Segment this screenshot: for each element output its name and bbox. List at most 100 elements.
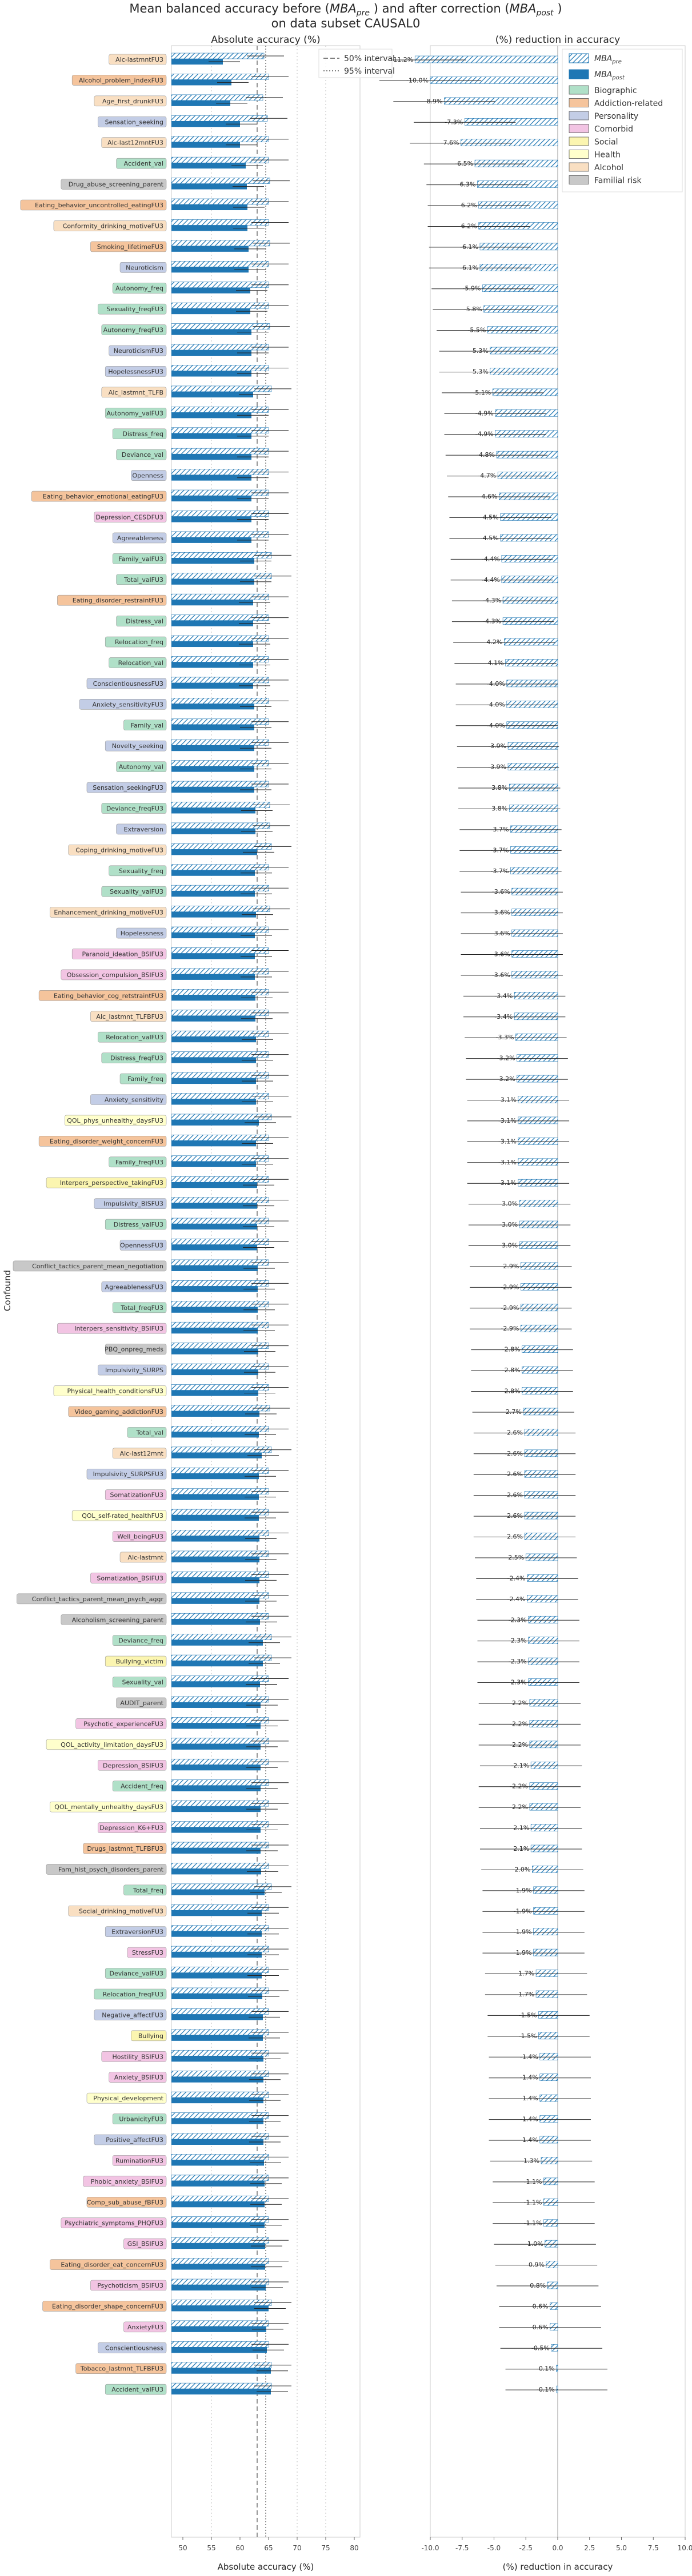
reduction-value: -3.7%	[491, 867, 509, 875]
right-x-tick-label: -10.0	[421, 2544, 439, 2552]
row-label-box	[123, 2238, 167, 2249]
bar-reduction	[511, 909, 558, 916]
row-label: Alcoholism_screening_parent	[72, 1616, 164, 1623]
row-label: Distress_freqFU3	[110, 1055, 163, 1062]
bar-reduction	[533, 1886, 558, 1894]
row-label-box	[112, 553, 167, 564]
reduction-value: -1.4%	[520, 2116, 538, 2123]
legend-swatch	[569, 162, 589, 172]
row-label-box	[90, 1094, 167, 1105]
bar-reduction	[474, 159, 558, 167]
bar-reduction	[501, 555, 558, 562]
bar-post	[171, 1432, 259, 1438]
legend-swatch	[569, 98, 589, 107]
reduction-value: -3.1%	[498, 1159, 517, 1166]
bar-reduction	[511, 929, 558, 937]
bar-post	[171, 142, 240, 148]
row-label: Age_first_drunkFU3	[102, 98, 163, 105]
bar-post	[171, 79, 231, 86]
reduction-value: -2.8%	[502, 1367, 521, 1374]
bar-post	[171, 891, 255, 897]
bar-reduction	[528, 1678, 558, 1686]
row-label: Physical_development	[93, 2095, 163, 2102]
row-label: Alcohol_problem_indexFU3	[79, 77, 163, 84]
row-label-box	[94, 2010, 167, 2020]
reduction-value: -4.6%	[479, 493, 497, 500]
row-label-box	[116, 823, 167, 835]
bar-reduction	[515, 1033, 558, 1041]
legend-swatch	[569, 136, 589, 146]
row-label-box	[57, 594, 167, 606]
reduction-value: -1.4%	[520, 2074, 538, 2081]
bar-reduction	[546, 2261, 558, 2268]
bar-reduction	[504, 638, 558, 646]
reduction-value: -2.6%	[505, 1470, 523, 1478]
bar-reduction	[517, 1075, 558, 1083]
bar-post	[171, 308, 250, 315]
reduction-value: -1.1%	[524, 2199, 542, 2206]
bar-reduction	[518, 1138, 558, 1145]
row-label: Sexuality_val	[122, 1679, 163, 1686]
bar-post	[171, 2305, 269, 2312]
category-legend: MBApre MBApost Biographic Addiction-relat…	[562, 49, 683, 192]
reduction-value: -4.4%	[482, 576, 500, 584]
bar-reduction	[511, 971, 558, 979]
row-label: OpennessFU3	[120, 1242, 163, 1249]
row-label-box	[71, 1510, 167, 1521]
row-label: Eating_disorder_eat_concernFU3	[61, 2261, 163, 2269]
bar-reduction	[539, 2073, 558, 2081]
bar-reduction	[529, 1741, 558, 1749]
bar-post	[171, 578, 254, 585]
row-label: Deviance_freqFU3	[106, 805, 163, 812]
bar-post	[171, 1410, 259, 1417]
row-label-box	[46, 1177, 167, 1188]
bar-reduction	[506, 680, 558, 688]
reduction-value: -6.3%	[458, 181, 476, 188]
bar-reduction	[523, 1408, 558, 1416]
left-panel-title: Absolute accuracy (%)	[211, 34, 320, 46]
row-label-box	[71, 949, 167, 959]
reduction-value: -1.1%	[524, 2178, 542, 2185]
reduction-value: -2.0%	[512, 1866, 530, 1873]
bar-reduction	[495, 430, 558, 438]
row-label-box	[98, 1822, 167, 1833]
reduction-value: -0.6%	[530, 2302, 549, 2310]
row-label: NeuroticismFU3	[114, 347, 163, 355]
row-label-box	[98, 1364, 167, 1376]
reduction-value: -4.4%	[482, 555, 500, 562]
bar-reduction	[529, 1803, 558, 1811]
reduction-value: -5.5%	[467, 327, 486, 334]
bar-post	[171, 2347, 267, 2353]
bar-post	[171, 1369, 258, 1376]
row-label-box	[105, 636, 167, 648]
bar-post	[171, 1473, 259, 1480]
bar-post	[171, 163, 246, 169]
bar-post	[171, 1639, 263, 1646]
bar-reduction	[530, 1844, 558, 1852]
bar-post	[171, 2222, 265, 2228]
reduction-value: -3.4%	[494, 992, 513, 999]
bar-reduction	[490, 368, 558, 375]
bar-reduction	[478, 201, 558, 209]
row-label: Eating_disorder_restraintFU3	[73, 597, 163, 604]
bar-post	[171, 1161, 256, 1167]
bar-reduction	[543, 2219, 558, 2227]
bar-reduction	[521, 1324, 558, 1332]
bar-reduction	[500, 534, 558, 542]
bar-reduction	[521, 1304, 558, 1312]
row-label: Somatization_BSIFU3	[97, 1574, 163, 1582]
bar-reduction	[430, 77, 558, 84]
bar-reduction	[502, 617, 558, 625]
row-label: Relocation_val	[118, 659, 163, 666]
row-label: Agreeableness	[117, 535, 163, 542]
row-label: Fam_hist_psych_disorders_parent	[58, 1866, 164, 1873]
bar-post	[171, 1494, 259, 1500]
row-label: Conflict_tactics_parent_mean_psych_aggr	[32, 1596, 164, 1603]
reduction-value: -3.9%	[488, 763, 506, 771]
bar-post	[171, 2201, 265, 2208]
reduction-value: -2.9%	[501, 1325, 519, 1332]
legend-category: Alcohol	[594, 163, 623, 172]
reduction-value: -1.3%	[521, 2157, 539, 2164]
row-label-box	[86, 2092, 167, 2104]
row-label: Impulsivity_BISFU3	[103, 1200, 163, 1208]
